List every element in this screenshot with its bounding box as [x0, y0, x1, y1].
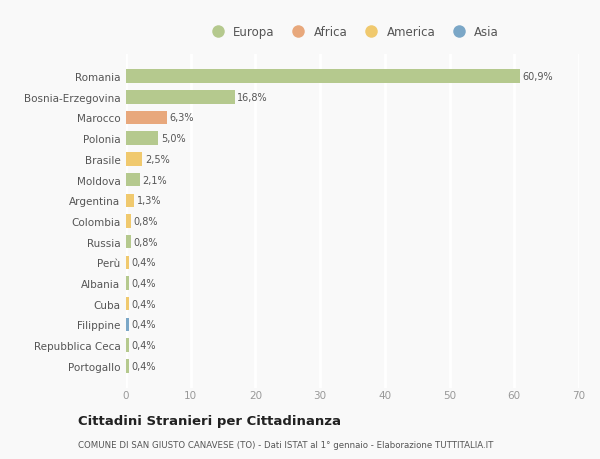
Text: 0,8%: 0,8%	[134, 217, 158, 226]
Text: 0,4%: 0,4%	[131, 320, 155, 330]
Bar	[126, 153, 142, 166]
Text: 0,4%: 0,4%	[131, 341, 155, 350]
Text: 60,9%: 60,9%	[523, 72, 553, 82]
Text: 0,4%: 0,4%	[131, 299, 155, 309]
Text: 16,8%: 16,8%	[238, 93, 268, 102]
Bar	[126, 339, 128, 352]
Text: 2,1%: 2,1%	[142, 175, 167, 185]
Bar	[126, 215, 131, 228]
Bar	[126, 70, 520, 84]
Text: 2,5%: 2,5%	[145, 155, 170, 164]
Bar	[126, 174, 140, 187]
Text: 6,3%: 6,3%	[169, 113, 194, 123]
Bar	[126, 256, 128, 269]
Bar	[126, 132, 158, 146]
Text: COMUNE DI SAN GIUSTO CANAVESE (TO) - Dati ISTAT al 1° gennaio - Elaborazione TUT: COMUNE DI SAN GIUSTO CANAVESE (TO) - Dat…	[78, 441, 493, 449]
Bar	[126, 235, 131, 249]
Text: 5,0%: 5,0%	[161, 134, 185, 144]
Text: 0,8%: 0,8%	[134, 237, 158, 247]
Text: 0,4%: 0,4%	[131, 258, 155, 268]
Text: 1,3%: 1,3%	[137, 196, 161, 206]
Bar	[126, 91, 235, 104]
Bar	[126, 112, 167, 125]
Text: 0,4%: 0,4%	[131, 279, 155, 288]
Bar	[126, 359, 128, 373]
Bar	[126, 297, 128, 311]
Bar	[126, 318, 128, 331]
Bar	[126, 277, 128, 290]
Text: Cittadini Stranieri per Cittadinanza: Cittadini Stranieri per Cittadinanza	[78, 414, 341, 428]
Legend: Europa, Africa, America, Asia: Europa, Africa, America, Asia	[202, 21, 503, 44]
Text: 0,4%: 0,4%	[131, 361, 155, 371]
Bar	[126, 194, 134, 207]
